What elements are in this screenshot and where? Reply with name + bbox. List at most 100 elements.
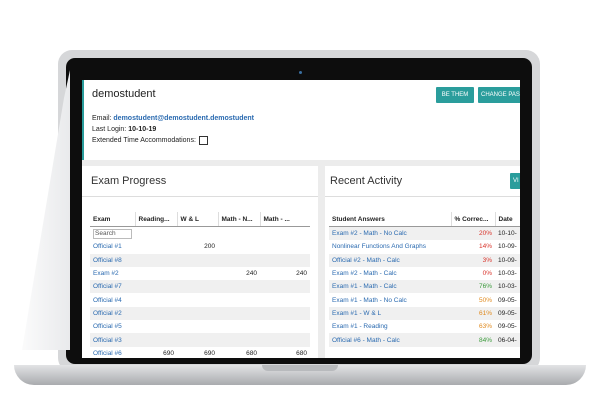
exam-name[interactable]: Official #8 [90, 253, 135, 267]
score-cell [260, 253, 310, 267]
camera [299, 71, 302, 74]
view-button[interactable]: VI [510, 173, 520, 189]
activity-name[interactable]: Nonlinear Functions And Graphs [332, 243, 426, 251]
column-header[interactable]: % Correc... [451, 212, 496, 227]
activity-name[interactable]: Exam #1 - Math - Calc [329, 280, 451, 294]
panel-rule [325, 196, 520, 197]
score-cell [218, 333, 260, 347]
column-header[interactable]: Date [495, 212, 520, 227]
score-cell: 690 [163, 349, 174, 357]
activity-name[interactable]: Exam #2 - Math - Calc [332, 270, 397, 278]
score-cell [218, 253, 260, 267]
activity-row: Exam #2 - Math - Calc 0% 10-03- [329, 267, 520, 280]
last-login: 10-10-19 [128, 126, 157, 133]
activity-name[interactable]: Official #2 - Math - Calc [329, 253, 451, 267]
percent-correct: 3% [451, 253, 495, 267]
search-cell [177, 227, 218, 241]
score-cell [218, 306, 260, 321]
last-login-label: Last Login: [92, 126, 127, 133]
score-cell: 680 [246, 349, 257, 357]
exam-progress-panel: Exam Progress Exam Reading... W & L Math - … [82, 166, 318, 358]
exam-row: Official #8 [90, 253, 310, 267]
column-header[interactable]: Math - ... [260, 212, 310, 227]
percent-correct: 50% [478, 296, 492, 304]
activity-row: Exam #1 - Math - No Calc 50% 09-05- [329, 293, 520, 306]
extended-line: Extended Time Accommodations: [92, 136, 208, 145]
activity-row: Official #2 - Math - Calc 3% 10-09- [329, 253, 520, 267]
exam-row: Exam #2 240 240 [90, 267, 310, 280]
activity-row: Exam #1 - Math - Calc 76% 10-03- [329, 280, 520, 294]
activity-date: 10-03- [495, 280, 520, 294]
extended-checkbox[interactable] [198, 136, 208, 145]
score-cell [218, 240, 260, 253]
student-name: demostudent [92, 88, 156, 100]
percent-correct: 14% [478, 243, 492, 251]
percent-correct: 84% [451, 333, 495, 347]
score-cell: 200 [204, 243, 215, 251]
header-row: Exam Reading... W & L Math - N... Math - ... [90, 212, 310, 227]
activity-name[interactable]: Exam #1 - Reading [332, 323, 388, 331]
score-cell [177, 293, 218, 306]
score-cell [260, 240, 310, 253]
score-cell [177, 253, 218, 267]
email[interactable]: demostudent@demostudent.demostudent [113, 115, 255, 122]
exam-row: Official #4 [90, 293, 310, 306]
percent-correct: 20% [451, 226, 495, 241]
activity-name[interactable]: Official #6 - Math - Calc [329, 333, 451, 347]
score-cell [218, 280, 260, 294]
score-cell [135, 240, 177, 253]
column-header[interactable]: Math - N... [218, 212, 261, 227]
be-them-button[interactable]: BE THEM [436, 87, 474, 103]
exam-name[interactable]: Exam #2 [93, 270, 119, 278]
activity-date: 09-05- [495, 306, 520, 321]
activity-date: 10-03- [498, 270, 517, 278]
header-row: Student Answers% Correc... Date [329, 212, 520, 227]
activity-name[interactable]: Exam #1 - W & L [329, 306, 451, 321]
activity-name[interactable]: Exam #1 - Math - No Calc [332, 296, 407, 304]
score-cell [177, 306, 218, 321]
exam-row: Official #2 [90, 306, 310, 321]
laptop-notch [262, 365, 338, 371]
score-cell [135, 267, 177, 280]
exam-row: Official #6 690 690 680 680 [90, 347, 310, 358]
activity-row: Exam #1 - W & L 61% 09-05- [329, 306, 520, 321]
activity-date: 10-09- [498, 243, 517, 251]
search-cell [218, 227, 260, 241]
exam-name[interactable]: Official #2 [90, 306, 135, 321]
activity-date: 10-09- [495, 253, 520, 267]
activity-name[interactable]: Exam #2 - Math - No Calc [329, 226, 451, 241]
panel-rule [82, 196, 318, 197]
column-header[interactable]: Exam [90, 212, 136, 227]
exam-name[interactable]: Official #4 [93, 296, 122, 304]
score-cell [260, 333, 310, 347]
column-header[interactable]: Student Answers [329, 212, 452, 227]
percent-correct: 0% [482, 270, 492, 278]
column-header[interactable]: Reading... [135, 212, 178, 227]
score-cell [218, 320, 260, 333]
screen: demostudent BE THEM CHANGE PAS Email: de… [82, 80, 520, 358]
search-row: Search [90, 227, 310, 241]
score-cell [135, 306, 177, 321]
exam-name[interactable]: Official #1 [93, 243, 122, 251]
activity-date: 09-05- [498, 296, 517, 304]
exam-row: Official #3 [90, 333, 310, 347]
score-cell: 690 [204, 349, 215, 357]
exam-name[interactable]: Official #7 [90, 280, 135, 294]
score-cell [177, 280, 218, 294]
search-cell [135, 227, 177, 241]
search-cell [260, 227, 310, 241]
laptop-base [14, 365, 586, 385]
exam-row: Official #1 200 [90, 240, 310, 253]
score-cell [260, 280, 310, 294]
activity-row: Nonlinear Functions And Graphs 14% 10-09- [329, 240, 520, 253]
exam-name[interactable]: Official #3 [90, 333, 135, 347]
score-cell: 680 [296, 349, 307, 357]
exam-name[interactable]: Official #6 [93, 349, 122, 357]
exam-name[interactable]: Official #5 [93, 323, 122, 331]
change-password-button[interactable]: CHANGE PAS [478, 87, 520, 103]
score-cell [260, 306, 310, 321]
column-header[interactable]: W & L [177, 212, 219, 227]
search-input[interactable]: Search [93, 228, 132, 239]
score-cell [218, 293, 260, 306]
